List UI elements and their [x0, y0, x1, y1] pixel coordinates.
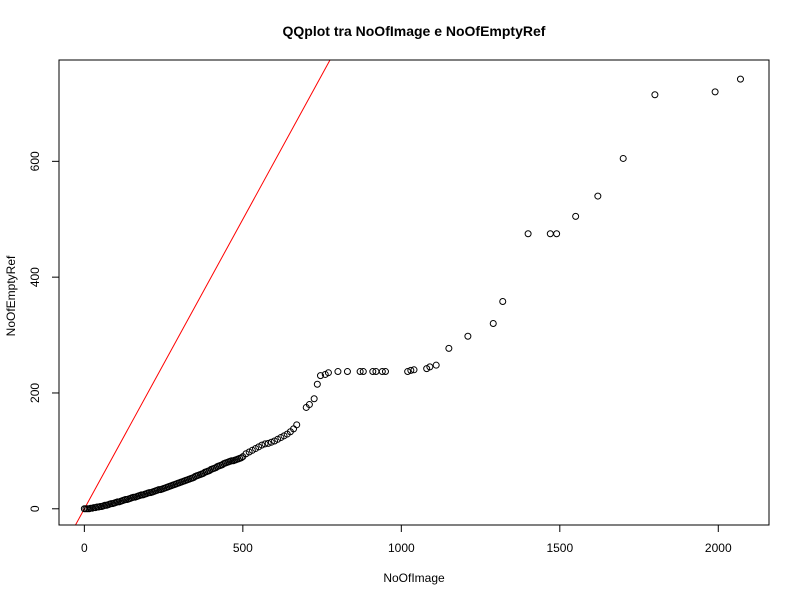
data-point	[594, 192, 602, 200]
plot-frame	[58, 59, 770, 526]
data-points	[80, 75, 744, 513]
data-point	[293, 421, 301, 429]
data-point	[356, 368, 364, 376]
data-point	[334, 368, 342, 376]
data-point	[572, 212, 580, 220]
data-point	[426, 363, 434, 371]
data-point	[359, 368, 367, 376]
data-point	[651, 91, 659, 99]
x-tick-label: 0	[81, 541, 88, 555]
y-tick-label: 200	[28, 383, 42, 403]
data-point	[381, 368, 389, 376]
data-point	[464, 332, 472, 340]
data-point	[619, 154, 627, 162]
y-tick-label: 400	[28, 267, 42, 287]
data-point	[499, 297, 507, 305]
data-point	[432, 361, 440, 369]
y-axis-label: NoOfEmptyRef	[4, 255, 18, 336]
y-tick-label: 600	[28, 151, 42, 171]
data-point	[736, 75, 744, 83]
data-point	[524, 230, 532, 238]
y-axis: 0 200 400 600	[28, 151, 60, 512]
x-tick-label: 1000	[388, 541, 415, 555]
data-point	[407, 366, 415, 374]
data-point	[410, 366, 418, 374]
data-point	[237, 454, 245, 462]
x-axis-label: NoOfImage	[383, 571, 445, 585]
data-point	[711, 88, 719, 96]
data-point	[546, 230, 554, 238]
chart-title: QQplot tra NoOfImage e NoOfEmptyRef	[283, 23, 546, 39]
x-tick-label: 500	[233, 541, 253, 555]
data-point	[324, 369, 332, 377]
y-tick-label: 0	[28, 505, 42, 512]
x-tick-label: 1500	[546, 541, 573, 555]
data-point	[553, 230, 561, 238]
data-point	[445, 344, 453, 352]
data-point	[267, 438, 275, 446]
data-point	[310, 395, 318, 403]
data-point	[261, 440, 269, 448]
data-point	[264, 439, 272, 447]
reference-line	[74, 60, 331, 525]
data-point	[343, 368, 351, 376]
data-point	[369, 368, 377, 376]
data-point	[316, 372, 324, 380]
data-point	[305, 401, 313, 409]
data-point	[313, 380, 321, 388]
data-point	[258, 441, 266, 449]
data-point	[404, 368, 412, 376]
x-tick-label: 2000	[705, 541, 732, 555]
data-point	[378, 368, 386, 376]
x-axis: 0 500 1000 1500 2000	[81, 524, 732, 555]
data-point	[489, 319, 497, 327]
